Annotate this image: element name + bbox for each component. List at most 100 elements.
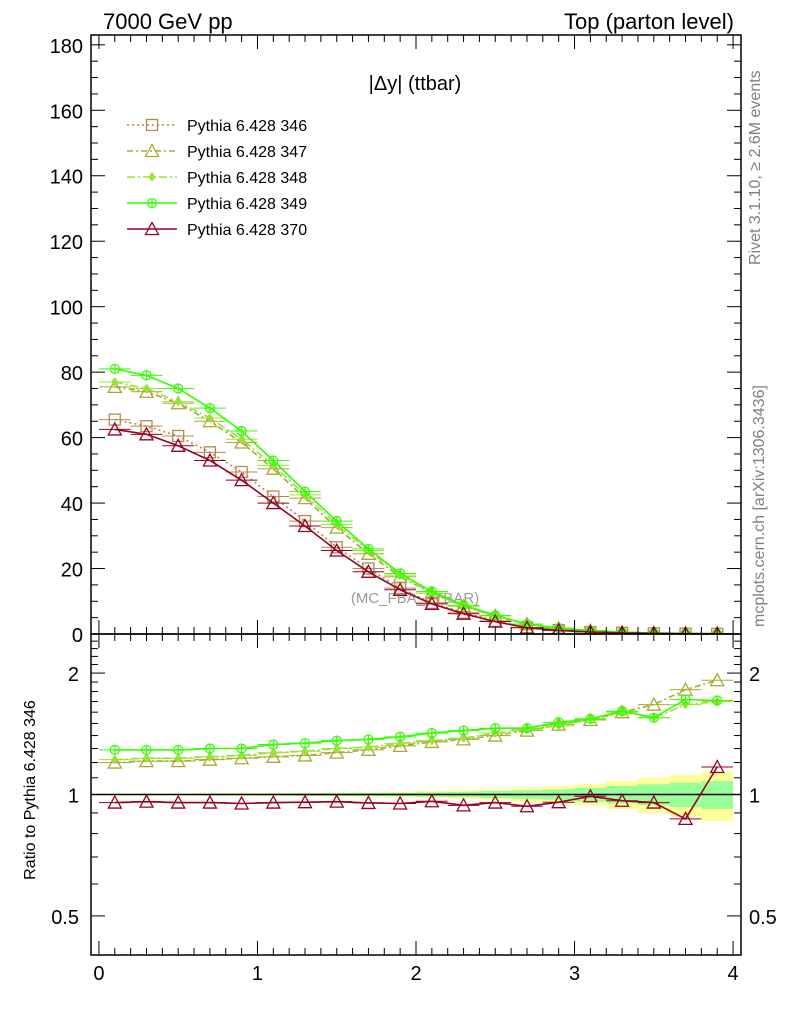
ratio-point — [170, 794, 186, 809]
data-point — [174, 396, 182, 407]
ratio-point — [646, 696, 662, 711]
x-tick-label: 4 — [728, 963, 739, 985]
main-series-group — [98, 363, 734, 634]
y-tick-label: 160 — [50, 101, 83, 123]
ratio-point — [360, 795, 377, 810]
data-point — [235, 465, 248, 479]
data-point — [237, 434, 246, 445]
ratio-series-1 — [98, 672, 734, 769]
ratio-point — [364, 742, 373, 753]
ratio-point — [234, 750, 250, 765]
legend-marker — [144, 221, 160, 236]
ratio-axis-label: Ratio to Pythia 6.428 346 — [22, 700, 39, 880]
ratio-point — [138, 793, 155, 808]
ratio-point — [265, 794, 281, 809]
ratio-point — [301, 746, 309, 757]
data-point — [455, 605, 472, 620]
y-tick-label: 140 — [50, 167, 83, 189]
y-tick-label: 120 — [50, 232, 83, 254]
y-tick-label: 180 — [50, 36, 83, 58]
beam-energy-label: 7000 GeV pp — [103, 9, 233, 34]
y-tick-label: 40 — [61, 494, 83, 516]
data-point — [107, 379, 123, 394]
ratio-point — [333, 743, 341, 754]
ratio-point — [487, 727, 503, 742]
data-point — [140, 420, 153, 433]
legend-marker — [145, 118, 159, 132]
data-point — [265, 495, 281, 510]
ratio-point — [265, 748, 281, 763]
data-point — [172, 429, 185, 443]
legend-label: Pythia 6.428 370 — [187, 222, 307, 239]
ratio-point — [487, 794, 503, 809]
ratio-series-group — [98, 672, 734, 826]
ratio-point — [614, 792, 630, 807]
data-point — [170, 437, 186, 452]
ratio-point — [297, 747, 313, 762]
plot-title: |Δy| (ttbar) — [369, 73, 462, 95]
data-point — [424, 596, 440, 611]
ratio-point — [455, 797, 472, 812]
legend-label: Pythia 6.428 348 — [187, 170, 307, 187]
ratio-point — [428, 735, 436, 746]
data-point — [202, 452, 218, 467]
y-tick-label: 80 — [61, 363, 83, 385]
legend-marker — [144, 143, 160, 158]
legend-label: Pythia 6.428 347 — [187, 144, 307, 161]
ratio-point — [329, 793, 345, 808]
data-point — [681, 625, 690, 634]
data-point — [206, 413, 214, 423]
y-tick-label: 100 — [50, 298, 83, 320]
rivet-label: Rivet 3.1.10, ≥ 2.6M events — [747, 70, 764, 265]
ratio-point — [455, 731, 472, 746]
reference-band — [98, 771, 734, 821]
ratio-series-4 — [98, 759, 734, 826]
y-tick-label: 0 — [72, 625, 83, 647]
data-point — [111, 377, 119, 387]
ratio-y-tick-label-right: 2 — [749, 664, 760, 686]
ratio-point — [111, 754, 119, 765]
ratio-y-tick-label-right: 1 — [749, 786, 760, 808]
ratio-point — [360, 742, 377, 757]
legend-label: Pythia 6.428 349 — [187, 196, 307, 213]
data-point — [138, 426, 155, 441]
y-tick-label: 20 — [61, 560, 83, 582]
mcplots-label: mcplots.cern.ch [arXiv:1306.3436] — [751, 385, 768, 627]
ratio-y-tick-label-right: 0.5 — [749, 907, 777, 929]
ratio-point — [677, 811, 694, 826]
ratio-point — [234, 795, 250, 810]
ratio-point — [551, 794, 567, 809]
main-panel: |Δy| (ttbar) (MC_FBA_TTBAR) Pythia 6.428… — [50, 34, 742, 647]
x-tick-label: 3 — [569, 963, 580, 985]
data-point — [202, 413, 218, 428]
data-point — [649, 625, 659, 634]
legend-marker — [148, 172, 156, 182]
ratio-point — [392, 795, 408, 810]
data-point — [552, 622, 565, 634]
ratio-point — [424, 793, 440, 808]
ratio-point — [582, 788, 598, 803]
process-label: Top (parton level) — [564, 9, 734, 34]
ratio-point — [202, 794, 218, 809]
data-point — [142, 383, 151, 394]
data-point — [203, 446, 217, 459]
ratio-series-2 — [98, 696, 734, 765]
data-point — [392, 581, 408, 596]
data-point — [360, 563, 377, 578]
ratio-point — [107, 794, 123, 809]
ratio-point — [459, 733, 468, 743]
ratio-point — [646, 794, 662, 809]
ratio-point — [174, 753, 182, 764]
ratio-y-axis: 0.5 0.5 1 1 2 2 — [51, 633, 777, 956]
data-point — [297, 518, 313, 533]
ratio-point — [138, 753, 155, 768]
ratio-point — [170, 753, 186, 768]
ratio-y-tick-label: 0.5 — [51, 907, 79, 929]
data-point — [138, 383, 155, 398]
ratio-point — [709, 672, 725, 687]
data-point — [107, 421, 123, 436]
ratio-point — [297, 794, 313, 809]
ratio-point — [392, 738, 408, 753]
ratio-point — [142, 753, 151, 764]
